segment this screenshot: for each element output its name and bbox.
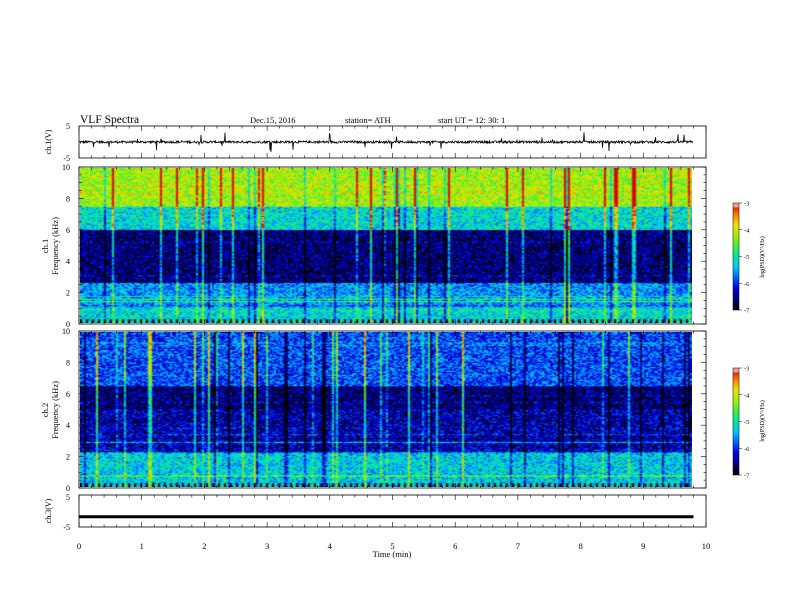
colorbar-tick-label: -5: [744, 419, 749, 426]
time-tick-label: 5: [390, 541, 394, 551]
ch3-ytick-bottom: -5: [63, 523, 70, 532]
time-tick-label: 10: [702, 541, 711, 551]
ch1-colorbar: [733, 203, 739, 310]
ch1-spectrogram-x-ticks: [78, 167, 707, 324]
ch3-waveform-panel: 5 -5 ch.3(V): [44, 493, 707, 532]
ch2-spectrogram-y-ticks: 0 2 4 6 8 10: [62, 327, 706, 493]
start-time-label: start UT = 12: 30: 1: [438, 115, 505, 125]
colorbar-tick-label: -6: [744, 446, 750, 453]
ch3-waveform-x-ticks: [78, 495, 707, 527]
ch1-waveform-ylabel: ch.1(V): [44, 129, 53, 154]
ch1-spectrogram-image: [80, 168, 692, 323]
colorbar-tick-label: -5: [744, 254, 749, 261]
ch1-waveform-x-ticks: [78, 126, 707, 158]
ch1-waveform-panel: 5 -5 ch.1(V): [44, 122, 707, 163]
ch1-ytick-top: 5: [66, 122, 70, 131]
ch3-waveform-ylabel: ch.3(V): [44, 498, 53, 523]
ch2-colorbar-label: log(PSD)(V²/Hz): [759, 400, 766, 441]
time-tick-label: 1: [140, 541, 144, 551]
ch2-spectrogram-image: [80, 332, 692, 487]
frequency-tick-label: 8: [66, 358, 70, 367]
frequency-tick-label: 4: [66, 421, 70, 430]
time-axis-tick-labels: 0 1 2 3 4 5 6 7 8 9 10: [77, 541, 710, 551]
colorbar-tick-label: -3: [744, 201, 749, 208]
ch2-colorbar-ticks: -3 -4 -5 -6 -7: [739, 366, 750, 480]
ch1-spectrogram-y-ticks: 0 2 4 6 8 10: [62, 163, 706, 329]
frequency-tick-label: 10: [62, 327, 70, 336]
ch1-frequency-label: Frequency (kHz): [50, 217, 60, 275]
ch1-colorbar-label: log(PSD)(V²/Hz): [759, 236, 766, 277]
frequency-tick-label: 0: [66, 320, 70, 329]
frequency-tick-label: 2: [66, 289, 70, 298]
colorbar-tick-label: -7: [744, 473, 750, 480]
frequency-tick-label: 10: [62, 163, 70, 172]
time-tick-label: 6: [453, 541, 457, 551]
date-label: Dec.15, 2016: [250, 115, 296, 125]
time-tick-label: 9: [641, 541, 645, 551]
time-axis-label: Time (min): [373, 549, 412, 559]
ch3-waveform-frame: [78, 494, 707, 528]
frequency-tick-label: 0: [66, 484, 70, 493]
ch1-waveform-line: [78, 132, 694, 153]
ch1-channel-label: ch.1: [40, 239, 50, 253]
colorbar-tick-label: -4: [744, 227, 750, 234]
ch1-ytick-bottom: -5: [63, 154, 70, 163]
figure-title: VLF Spectra: [80, 114, 139, 126]
ch2-spectrogram-x-ticks: [78, 331, 707, 488]
time-tick-label: 3: [265, 541, 269, 551]
time-tick-label: 2: [202, 541, 206, 551]
time-tick-label: 4: [328, 541, 333, 551]
ch2-channel-label: ch.2: [40, 403, 50, 417]
colorbar-tick-label: -7: [744, 308, 750, 315]
colorbar-tick-label: -4: [744, 392, 750, 399]
frequency-tick-label: 4: [66, 257, 70, 266]
ch2-frequency-label: Frequency (kHz): [50, 381, 60, 439]
ch2-colorbar: [733, 368, 739, 475]
frequency-tick-label: 6: [66, 390, 70, 399]
colorbar-tick-label: -3: [744, 366, 749, 373]
frequency-tick-label: 2: [66, 453, 70, 462]
station-label: station= ATH: [345, 115, 391, 125]
ch3-ytick-top: 5: [66, 493, 70, 502]
time-tick-label: 0: [77, 541, 81, 551]
frequency-tick-label: 6: [66, 226, 70, 235]
time-tick-label: 8: [578, 541, 582, 551]
frequency-tick-label: 8: [66, 194, 70, 203]
ch1-colorbar-ticks: -3 -4 -5 -6 -7: [739, 201, 750, 315]
time-tick-label: 7: [516, 541, 520, 551]
colorbar-tick-label: -6: [744, 281, 750, 288]
